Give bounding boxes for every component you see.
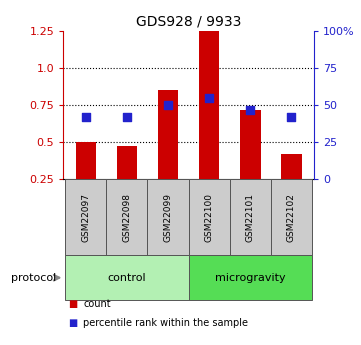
Bar: [117, 146, 137, 179]
Bar: [199, 31, 219, 179]
Text: microgravity: microgravity: [215, 273, 286, 283]
Text: count: count: [83, 299, 111, 308]
Text: GSM22100: GSM22100: [205, 193, 214, 242]
Text: percentile rank within the sample: percentile rank within the sample: [83, 318, 248, 327]
Bar: [106, 179, 148, 255]
Point: [247, 107, 253, 112]
Bar: [189, 179, 230, 255]
Text: protocol: protocol: [11, 273, 56, 283]
Bar: [148, 179, 189, 255]
Text: GSM22097: GSM22097: [81, 193, 90, 242]
Text: control: control: [108, 273, 146, 283]
Point: [288, 114, 294, 120]
Point: [124, 114, 130, 120]
Text: GSM22102: GSM22102: [287, 193, 296, 242]
Bar: [230, 179, 271, 255]
Bar: [65, 255, 188, 300]
Point: [83, 114, 89, 120]
Point: [206, 95, 212, 101]
Bar: [75, 141, 96, 179]
Point: [165, 102, 171, 108]
Text: GSM22099: GSM22099: [164, 193, 173, 242]
Bar: [158, 90, 178, 179]
Bar: [281, 154, 302, 179]
Text: ■: ■: [69, 299, 78, 308]
Bar: [240, 110, 261, 179]
Bar: [65, 179, 106, 255]
Text: GSM22098: GSM22098: [122, 193, 131, 242]
Title: GDS928 / 9933: GDS928 / 9933: [136, 14, 241, 29]
Text: GSM22101: GSM22101: [246, 193, 255, 242]
Bar: [271, 179, 312, 255]
Bar: [189, 255, 312, 300]
Text: ■: ■: [69, 318, 78, 327]
